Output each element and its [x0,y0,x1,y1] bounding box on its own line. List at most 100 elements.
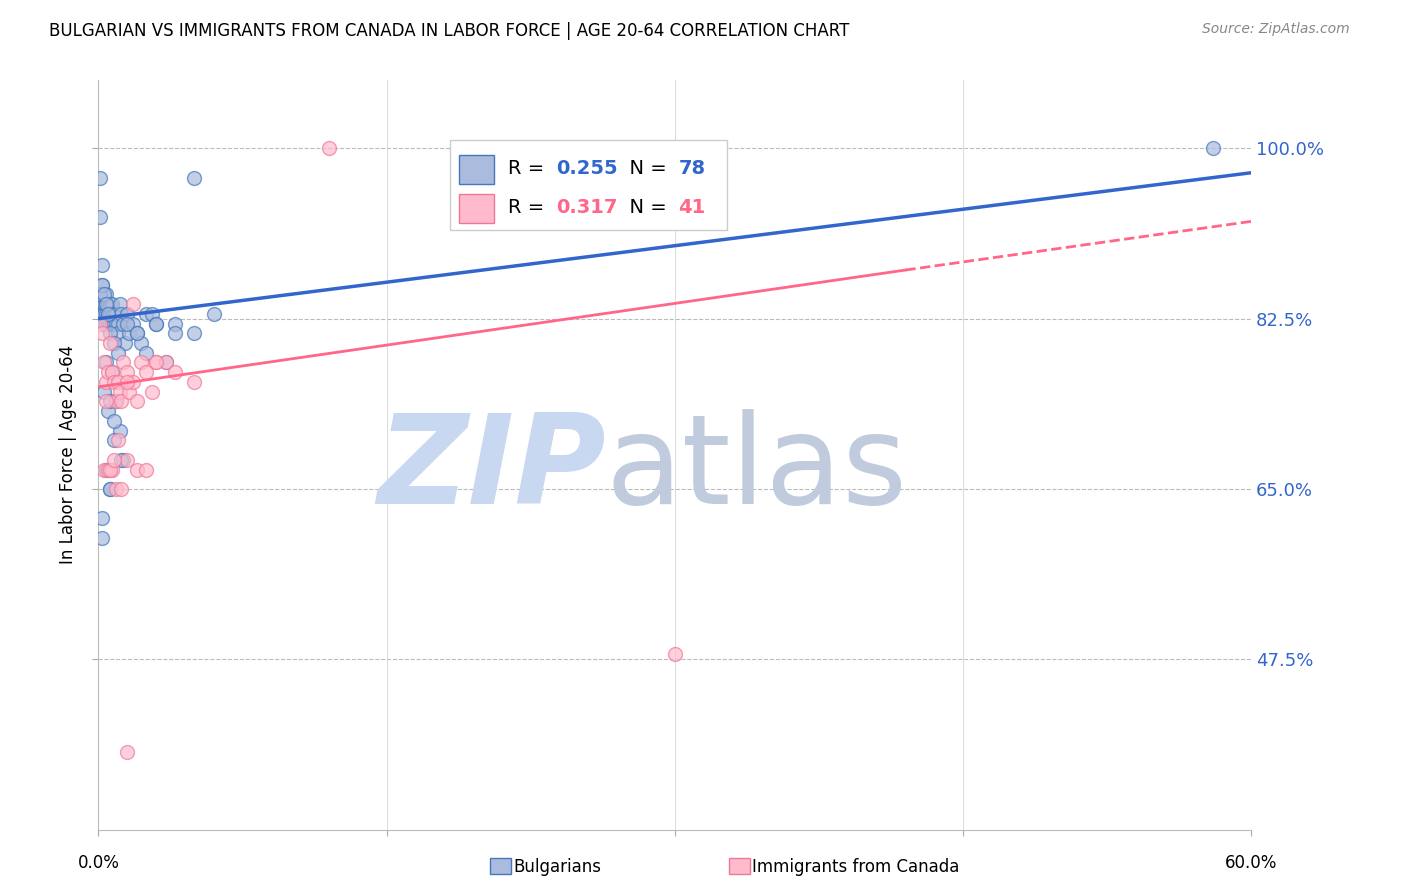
Point [94,307,117,321]
Point [98,482,121,496]
Text: 0.255: 0.255 [557,159,617,178]
Point [91,326,114,341]
Point [141,307,163,321]
Point [94,355,117,369]
Point [107,326,129,341]
Point [107,345,129,359]
Point [135,365,157,379]
Point [107,375,129,389]
Point [202,307,225,321]
Point [101,365,124,379]
Text: 0.0%: 0.0% [77,854,120,871]
Point [122,375,145,389]
Point [114,336,136,351]
Point [93,297,115,311]
Text: N =: N = [617,198,673,217]
Point [135,345,157,359]
Point [104,394,127,409]
Point [89,317,111,331]
Bar [460,155,494,184]
Point [101,317,124,331]
Point [93,355,115,369]
Point [98,336,121,351]
Point [183,326,205,341]
Point [165,365,187,379]
Point [118,384,141,399]
Point [165,317,187,331]
Point [112,317,135,331]
Point [98,307,121,321]
Point [97,462,120,476]
Point [97,317,120,331]
Point [94,375,117,389]
Point [117,365,139,379]
Point [125,462,148,476]
Point [93,297,115,311]
Text: Bulgarians: Bulgarians [513,858,602,876]
Point [110,452,132,467]
Point [108,297,131,311]
Point [135,307,157,321]
Point [122,317,145,331]
Point [93,287,115,301]
Point [89,210,111,224]
Bar [460,194,494,223]
Point [110,307,132,321]
Point [103,452,125,467]
Point [122,297,145,311]
Bar [450,140,727,230]
Point [98,297,121,311]
Text: 0.317: 0.317 [557,198,617,217]
Point [103,336,125,351]
Point [91,531,114,545]
Point [117,745,139,759]
Point [98,317,121,331]
Point [117,452,139,467]
Point [103,434,125,448]
Point [145,355,167,369]
Point [112,355,135,369]
Text: 60.0%: 60.0% [1225,854,1278,871]
Point [125,326,148,341]
Point [101,365,124,379]
Text: 78: 78 [678,159,706,178]
Text: Source: ZipAtlas.com: Source: ZipAtlas.com [1202,22,1350,37]
Point [97,297,120,311]
Point [97,365,120,379]
Text: BULGARIAN VS IMMIGRANTS FROM CANADA IN LABOR FORCE | AGE 20-64 CORRELATION CHART: BULGARIAN VS IMMIGRANTS FROM CANADA IN L… [49,22,849,40]
Point [108,424,131,438]
Point [89,287,111,301]
Point [93,384,115,399]
Point [94,317,117,331]
Point [91,307,114,321]
Point [98,462,121,476]
Point [98,394,121,409]
Point [91,297,114,311]
Point [89,170,111,185]
Point [145,317,167,331]
Point [107,317,129,331]
Point [97,297,120,311]
Point [145,317,167,331]
Point [101,462,124,476]
Point [117,307,139,321]
Point [103,375,125,389]
Point [98,482,121,496]
Point [117,375,139,389]
Point [117,317,139,331]
Text: ZIP: ZIP [377,409,606,531]
Point [155,355,177,369]
Point [104,317,127,331]
Point [112,452,135,467]
Point [93,462,115,476]
Point [94,462,117,476]
Point [108,384,131,399]
Text: N =: N = [617,159,673,178]
Bar [730,858,749,874]
Point [155,355,177,369]
Point [1202,141,1225,155]
Point [165,326,187,341]
Point [103,307,125,321]
Point [91,258,114,272]
Point [318,141,340,155]
